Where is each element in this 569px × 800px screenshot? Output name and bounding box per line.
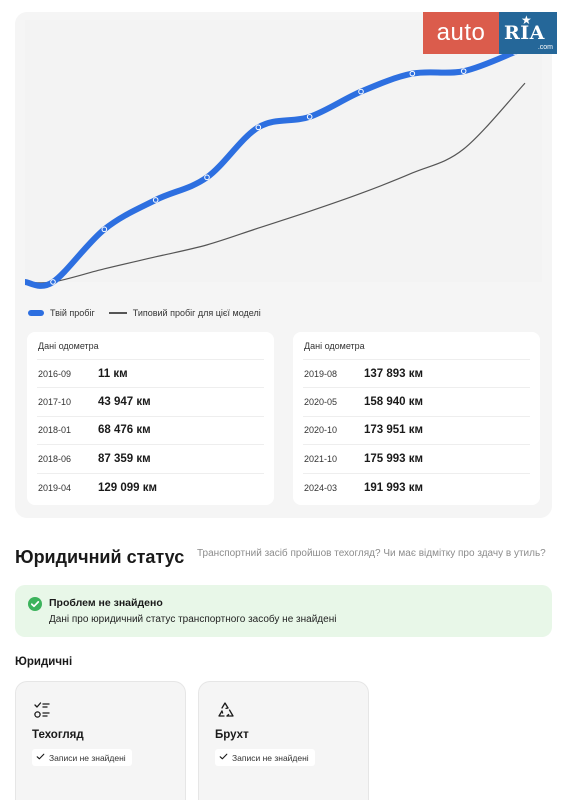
check-icon [219, 752, 228, 763]
odometer-date: 2018-01 [38, 425, 72, 436]
odometer-value: 173 951 км [364, 424, 424, 437]
tile-scrap-badge: Записи не знайдені [215, 749, 315, 766]
odometer-date: 2019-04 [38, 482, 72, 493]
mileage-chart: 20172018201920202024 [25, 20, 542, 290]
own-mileage-point[interactable] [358, 88, 364, 95]
status-ok-text: Дані про юридичний статус транспортного … [49, 614, 337, 625]
logo-auto-text: auto [423, 12, 499, 54]
odometer-row: 2017-10 43 947 км [37, 388, 264, 417]
odometer-value: 87 359 км [98, 452, 151, 465]
odometer-table-left: Дані одометра 2016-09 11 км 2017-10 43 9… [27, 332, 274, 505]
own-mileage-point[interactable] [460, 68, 467, 74]
tile-inspection-title: Техогляд [32, 729, 84, 741]
own-mileage-point[interactable] [255, 124, 262, 131]
typical-mileage-line [25, 82, 526, 284]
odometer-value: 175 993 км [364, 452, 424, 465]
odometer-date: 2020-05 [304, 397, 338, 408]
odometer-date: 2019-08 [304, 368, 338, 379]
odometer-row: 2019-08 137 893 км [303, 360, 530, 389]
odometer-date: 2024-03 [304, 482, 338, 493]
logo-ria-text: RIA [504, 22, 545, 44]
check-icon [36, 752, 45, 763]
tile-scrap[interactable]: Брухт Записи не знайдені [198, 681, 369, 800]
odometer-row: 2021-10 175 993 км [303, 445, 530, 474]
checklist-icon [32, 700, 54, 722]
odometer-row: 2016-09 11 км [37, 360, 264, 389]
star-icon: ★ [521, 13, 532, 27]
legend-own-swatch [28, 310, 44, 316]
odometer-row: 2020-05 158 940 км [303, 388, 530, 417]
status-ok-title: Проблем не знайдено [49, 597, 163, 609]
odometer-row: 2020-10 173 951 км [303, 417, 530, 446]
autoria-logo[interactable]: auto ★ RIA .com [423, 12, 557, 54]
odometer-date: 2018-06 [38, 453, 72, 464]
legend-typical-swatch [108, 312, 127, 314]
legal-status-subtitle: Транспортний засіб пройшов техогляд? Чи … [197, 548, 546, 559]
odometer-date: 2016-09 [38, 368, 72, 379]
legal-status-title: Юридичний статус [15, 547, 185, 567]
own-mileage-point[interactable] [50, 279, 56, 285]
odometer-value: 43 947 км [98, 396, 151, 409]
odometer-date: 2017-10 [38, 397, 72, 408]
odometer-value: 137 893 км [364, 367, 424, 380]
legend-typical-label: Типовий пробіг для цієї моделі [132, 308, 261, 318]
status-ok-banner: Проблем не знайдено Дані про юридичний с… [15, 585, 552, 637]
mileage-card: 20172018201920202024 Твій пробіг Типовий… [15, 12, 552, 518]
odometer-date: 2021-10 [304, 453, 338, 464]
own-mileage-point[interactable] [409, 70, 416, 77]
odometer-value: 158 940 км [364, 396, 424, 409]
odometer-value: 129 099 км [98, 481, 158, 494]
odometer-header: Дані одометра [303, 332, 530, 360]
tile-inspection[interactable]: Техогляд Записи не знайдені [15, 681, 186, 800]
odometer-date: 2020-10 [304, 425, 338, 436]
tile-scrap-title: Брухт [215, 729, 249, 741]
logo-ria-block: ★ RIA .com [499, 12, 557, 54]
own-mileage-point[interactable] [152, 197, 159, 203]
odometer-value: 11 км [98, 367, 128, 380]
odometer-value: 68 476 км [98, 424, 151, 437]
check-circle-icon [28, 597, 42, 611]
own-mileage-point[interactable] [204, 174, 210, 181]
odometer-table-right: Дані одометра 2019-08 137 893 км 2020-05… [293, 332, 540, 505]
odometer-row: 2019-04 129 099 км [37, 474, 264, 502]
chart-legend: Твій пробіг Типовий пробіг для цієї моде… [28, 308, 261, 318]
mileage-chart-svg: 20172018201920202024 [25, 20, 542, 290]
recycle-icon [215, 700, 237, 722]
odometer-row: 2018-06 87 359 км [37, 445, 264, 474]
odometer-row: 2018-01 68 476 км [37, 417, 264, 446]
tile-scrap-badge-text: Записи не знайдені [232, 752, 309, 763]
own-mileage-point[interactable] [101, 226, 108, 233]
logo-ria-suffix: .com [537, 44, 553, 51]
own-mileage-point[interactable] [306, 114, 313, 120]
odometer-row: 2024-03 191 993 км [303, 474, 530, 502]
legend-own-label: Твій пробіг [50, 308, 95, 318]
odometer-header: Дані одометра [37, 332, 264, 360]
tile-inspection-badge-text: Записи не знайдені [49, 752, 126, 763]
legal-section-label: Юридичні [15, 656, 73, 668]
tile-inspection-badge: Записи не знайдені [32, 749, 132, 766]
odometer-value: 191 993 км [364, 481, 424, 494]
